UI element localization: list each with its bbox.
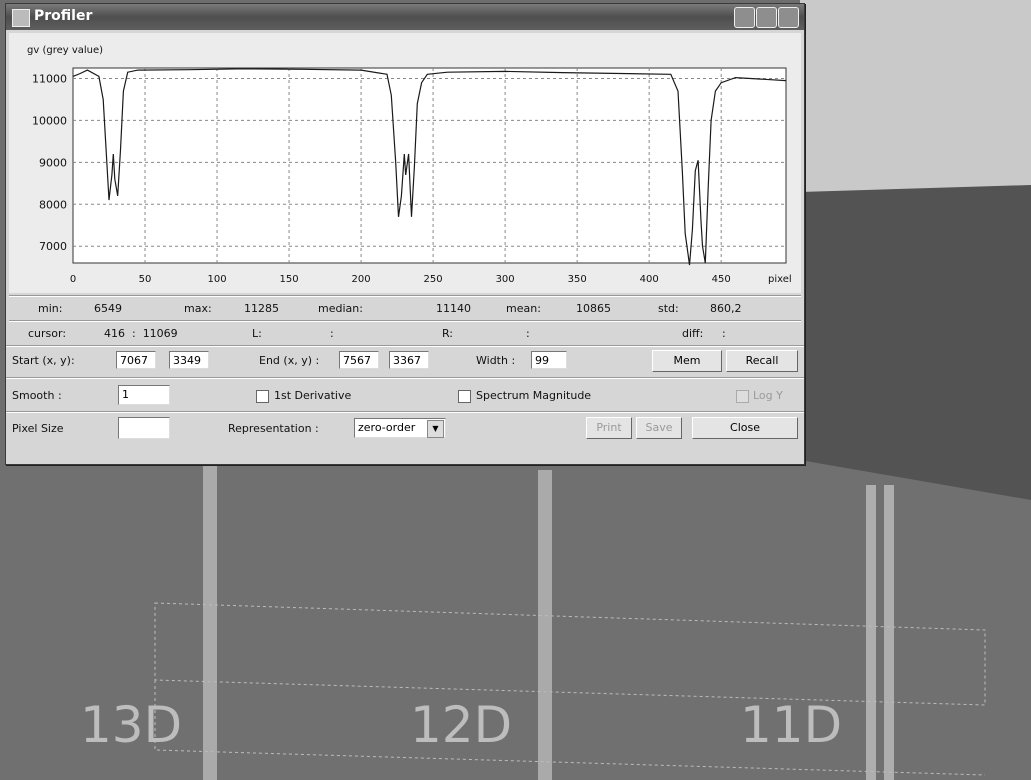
profile-chart: gv (grey value) pixel 7000 8000 9000 10000 110…	[9, 33, 801, 293]
x-tick-label: 200	[352, 274, 371, 285]
x-tick-label: 400	[640, 274, 659, 285]
stat-label: mean:	[506, 302, 541, 315]
x-tick-label: 100	[207, 274, 226, 285]
smooth-input[interactable]: 1	[118, 385, 170, 405]
dark-band	[800, 185, 1031, 500]
width-label: Width :	[476, 354, 516, 367]
representation-select[interactable]: zero-order ▼	[354, 418, 446, 438]
stat-value: 11285	[244, 302, 279, 315]
image-label: 13D	[80, 696, 182, 754]
stat-value: :	[330, 327, 334, 340]
x-tick-label: 0	[70, 274, 76, 285]
y-tick-label: 7000	[39, 240, 67, 253]
mem-button[interactable]: Mem	[652, 350, 722, 372]
pixel-size-label: Pixel Size	[12, 422, 64, 435]
log-y-checkbox	[736, 390, 749, 403]
y-tick-label: 10000	[32, 114, 67, 127]
separator	[9, 295, 801, 297]
representation-label: Representation :	[228, 422, 319, 435]
stat-label: median:	[318, 302, 363, 315]
title-bar: Profiler	[6, 4, 804, 30]
y-tick-label: 11000	[32, 72, 67, 85]
wire	[203, 462, 217, 780]
stat-value: 416 : 11069	[104, 327, 178, 340]
derivative-label: 1st Derivative	[274, 389, 352, 402]
plate	[0, 460, 1031, 780]
save-button: Save	[636, 417, 682, 439]
bright-region	[800, 0, 1031, 195]
representation-value: zero-order	[358, 421, 416, 434]
end-x-input[interactable]: 7567	[339, 351, 379, 369]
x-tick-label: 350	[568, 274, 587, 285]
separator	[9, 320, 801, 322]
maximize-button[interactable]	[756, 7, 777, 28]
print-button: Print	[586, 417, 632, 439]
stat-label: L:	[252, 327, 262, 340]
plot-area	[72, 67, 787, 264]
stat-value: 6549	[94, 302, 122, 315]
stat-label: diff:	[682, 327, 704, 340]
start-label: Start (x, y):	[12, 354, 75, 367]
separator	[6, 411, 804, 413]
derivative-checkbox[interactable]	[256, 390, 269, 403]
profile-line	[72, 68, 787, 266]
close-window-button[interactable]	[778, 7, 799, 28]
stat-value: :	[526, 327, 530, 340]
profiler-window: Profiler gv (grey value) pixel 7000 8000 900…	[5, 3, 805, 465]
app-icon	[12, 9, 30, 27]
log-y-label: Log Y	[753, 389, 783, 402]
x-tick-label: 300	[496, 274, 515, 285]
y-axis-label: gv (grey value)	[27, 45, 103, 56]
spectrum-checkbox[interactable]	[458, 390, 471, 403]
wire	[884, 485, 894, 780]
roi-box	[154, 602, 986, 706]
separator	[6, 345, 804, 347]
stat-value: 10865	[576, 302, 611, 315]
window-title: Profiler	[34, 8, 93, 24]
start-x-input[interactable]: 7067	[116, 351, 156, 369]
dropdown-arrow[interactable]: ▼	[427, 420, 444, 438]
close-button[interactable]: Close	[692, 417, 798, 439]
minimize-button[interactable]	[734, 7, 755, 28]
x-tick-label: 450	[712, 274, 731, 285]
stat-label: max:	[184, 302, 212, 315]
wire	[866, 485, 876, 780]
spectrum-label: Spectrum Magnitude	[476, 389, 592, 402]
y-tick-label: 9000	[39, 156, 67, 169]
wire	[538, 470, 552, 780]
stat-value: 860,2	[710, 302, 742, 315]
stat-label: R:	[442, 327, 454, 340]
pixel-size-input[interactable]	[118, 417, 170, 439]
start-y-input[interactable]: 3349	[169, 351, 209, 369]
stat-value: 11140	[436, 302, 471, 315]
end-y-input[interactable]: 3367	[389, 351, 429, 369]
image-label: 12D	[410, 696, 512, 754]
stat-label: cursor:	[28, 327, 67, 340]
stat-label: min:	[38, 302, 63, 315]
x-tick-label: 250	[424, 274, 443, 285]
recall-button[interactable]: Recall	[726, 350, 798, 372]
separator	[6, 377, 804, 379]
x-axis-label: pixel	[768, 274, 792, 285]
width-input[interactable]: 99	[531, 351, 567, 369]
image-label: 11D	[740, 696, 842, 754]
stat-label: std:	[658, 302, 679, 315]
end-label: End (x, y) :	[259, 354, 320, 367]
x-tick-label: 50	[139, 274, 152, 285]
stat-value: :	[722, 327, 726, 340]
y-tick-label: 8000	[39, 198, 67, 211]
x-tick-label: 150	[280, 274, 299, 285]
smooth-label: Smooth :	[12, 389, 62, 402]
